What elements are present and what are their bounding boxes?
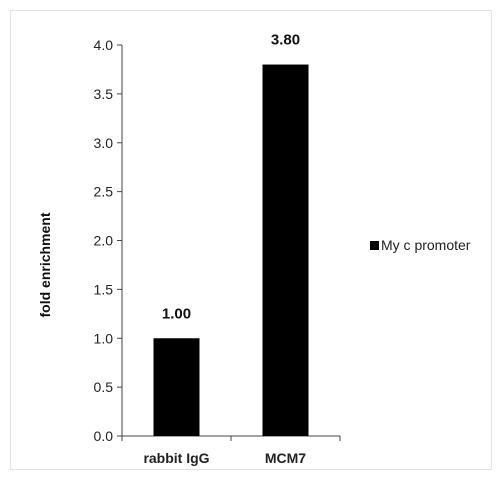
bar	[153, 338, 200, 436]
y-tick-label: 0.5	[94, 379, 114, 395]
legend-label: My c promoter	[381, 237, 471, 253]
bars: 1.00 3.80	[153, 32, 309, 437]
y-tick-label: 1.0	[94, 330, 114, 346]
x-tick-label: rabbit IgG	[143, 450, 209, 466]
x-tick-label: MCM7	[265, 450, 306, 466]
y-tick-label: 4.0	[94, 37, 114, 53]
y-tick-label: 1.5	[94, 281, 114, 297]
y-tick-label: 0.0	[94, 428, 114, 444]
y-tick-label: 3.5	[94, 86, 114, 102]
bar	[262, 64, 309, 437]
y-axis-title: fold enrichment	[37, 212, 53, 317]
y-tick-label: 3.0	[94, 135, 114, 151]
y-axis: 0.0 0.5 1.0 1.5 2.0 2.5 3.0 3.5 4.0	[94, 37, 123, 444]
bar-data-label: 1.00	[162, 305, 191, 322]
y-tick-label: 2.5	[94, 184, 114, 200]
legend-swatch	[370, 241, 379, 250]
legend: My c promoter	[370, 237, 471, 253]
x-axis: rabbit IgG MCM7	[121, 435, 341, 466]
chart-frame	[10, 10, 492, 470]
bar-data-label: 3.80	[271, 32, 300, 49]
y-tick-label: 2.0	[94, 233, 114, 249]
